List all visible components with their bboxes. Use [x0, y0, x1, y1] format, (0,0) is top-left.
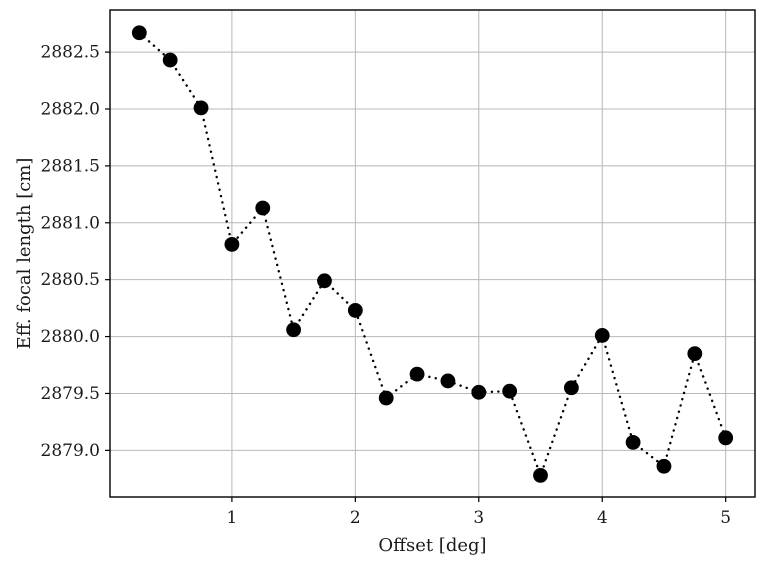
- y-tick-label: 2879.0: [41, 441, 100, 461]
- x-tick-label: 3: [473, 508, 484, 528]
- x-tick-label: 4: [597, 508, 608, 528]
- data-point: [131, 25, 147, 41]
- data-point: [224, 237, 240, 252]
- data-point: [563, 380, 579, 396]
- x-tick-label: 5: [720, 508, 731, 528]
- x-axis-label: Offset [deg]: [378, 535, 486, 556]
- data-point: [594, 328, 610, 343]
- y-tick-label: 2881.5: [41, 156, 100, 176]
- y-tick-label: 2880.0: [41, 327, 100, 347]
- data-point: [378, 390, 394, 406]
- data-point: [440, 373, 456, 389]
- data-point: [255, 200, 271, 216]
- data-point: [471, 384, 487, 400]
- data-point: [502, 383, 518, 399]
- data-point: [317, 273, 332, 289]
- data-point: [687, 346, 703, 362]
- y-tick-label: 2882.5: [41, 43, 100, 63]
- data-point: [533, 467, 548, 483]
- y-tick-label: 2882.0: [41, 99, 100, 119]
- x-tick-label: 1: [226, 508, 237, 528]
- data-point: [718, 430, 734, 446]
- x-tick-label: 2: [350, 508, 361, 528]
- data-point: [409, 366, 425, 382]
- y-axis-label: Eff. focal length [cm]: [14, 158, 35, 350]
- data-point: [162, 52, 178, 68]
- y-tick-label: 2881.0: [41, 213, 100, 233]
- data-series-line: [138, 31, 727, 479]
- data-point: [625, 434, 641, 450]
- plot-border: [109, 9, 756, 498]
- data-point: [656, 458, 672, 474]
- y-tick-label: 2880.5: [41, 270, 100, 290]
- data-point: [286, 322, 302, 338]
- y-tick-label: 2879.5: [41, 384, 100, 404]
- data-point: [193, 100, 209, 116]
- data-point: [347, 302, 363, 318]
